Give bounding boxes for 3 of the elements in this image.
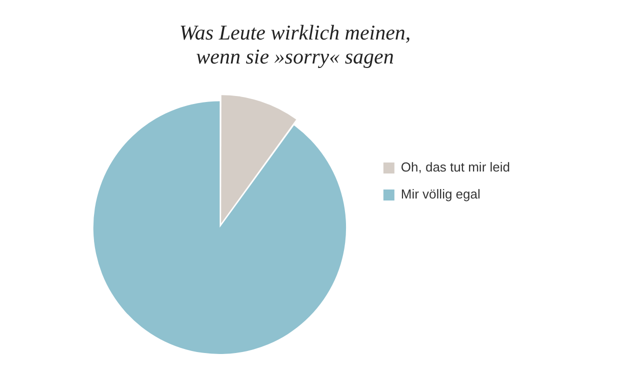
legend-label: Oh, das tut mir leid [400,160,510,175]
legend-label: Mir völlig egal [400,186,480,202]
chart-title: Was Leute wirklich meinen, wenn sie »sorry« sagen [179,20,411,69]
